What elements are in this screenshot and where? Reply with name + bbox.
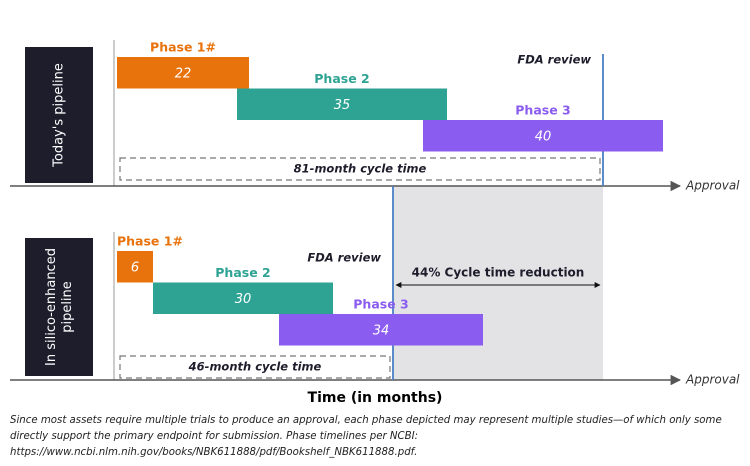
cycle-label: 46-month cycle time [188,360,322,374]
x-axis-label: Time (in months) [308,390,443,406]
phase-value: 22 [175,66,192,81]
phase-value: 34 [373,323,390,338]
phase-name: Phase 3 [515,103,570,118]
phase-bar [237,88,447,120]
phase-name: Phase 3 [353,297,408,312]
phase-bar [423,120,663,152]
phase-value: 40 [535,129,552,144]
panel-label-box [25,47,93,183]
phase-bar [117,57,249,89]
footnote: Since most assets require multiple trial… [10,415,722,458]
panel-label: In silico-enhancedpipeline [44,248,75,366]
phase-value: 6 [131,260,139,275]
phase-name: Phase 2 [314,71,369,86]
end-label: Approval [685,373,740,387]
phase-value: 35 [334,98,351,113]
review-label: FDA review [307,251,381,265]
phase-value: 30 [235,292,252,307]
phase-name: Phase 2 [215,265,270,280]
cycle-box [119,355,391,379]
cycle-box [119,157,601,181]
phase-name: Phase 1# [150,40,216,55]
panel-label: Today's pipeline [52,63,67,168]
panel-label-box [25,238,93,376]
phase-bar [279,314,483,346]
reduction-label: 44% Cycle time reduction [412,266,585,280]
cycle-label: 81-month cycle time [294,162,427,176]
chart: Time (in months) Today's pipeline Approva… [10,40,740,406]
phase-bar [117,251,153,283]
phase-name: Phase 1# [117,234,183,249]
end-label: Approval [685,179,740,193]
review-label: FDA review [517,53,591,67]
reduction-area [393,186,603,380]
phase-bar [153,282,333,314]
